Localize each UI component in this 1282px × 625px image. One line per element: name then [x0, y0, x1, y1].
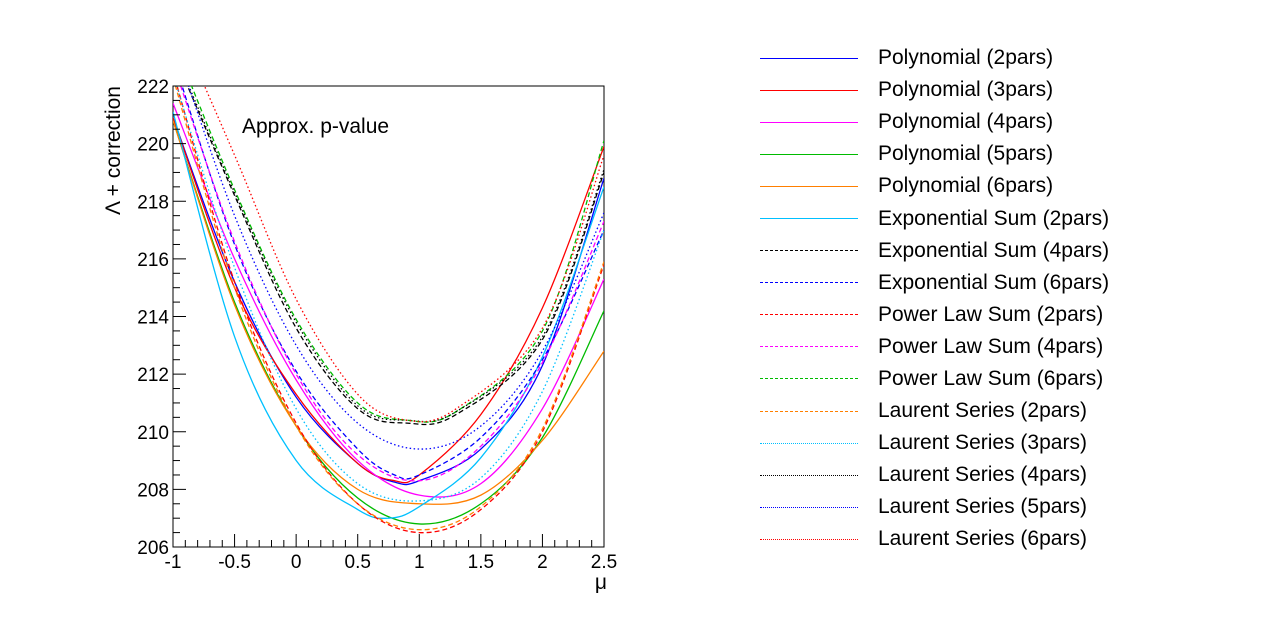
- series-line-9: [180, 86, 604, 482]
- legend-label: Laurent Series (3pars): [878, 431, 1087, 455]
- legend-swatch: [760, 89, 858, 91]
- legend-swatch: [760, 506, 858, 508]
- legend-item: Laurent Series (2pars): [760, 395, 1260, 427]
- legend-item: Exponential Sum (2pars): [760, 202, 1260, 234]
- series-line-7: [181, 86, 604, 480]
- legend-label: Polynomial (5pars): [878, 142, 1054, 166]
- y-tick-label: 218: [137, 192, 169, 213]
- legend-item: Exponential Sum (4pars): [760, 235, 1260, 267]
- legend-item: Laurent Series (3pars): [760, 427, 1260, 459]
- series-line-8: [176, 86, 604, 534]
- series-line-13: [188, 86, 604, 423]
- legend-label: Laurent Series (2pars): [878, 399, 1087, 423]
- legend-item: Power Law Sum (4pars): [760, 331, 1260, 363]
- legend-swatch: [760, 474, 858, 476]
- series-line-6: [186, 86, 604, 426]
- legend-swatch: [760, 121, 858, 123]
- legend-swatch: [760, 57, 858, 59]
- legend-label: Exponential Sum (2pars): [878, 206, 1110, 230]
- legend-swatch: [760, 250, 858, 252]
- legend-label: Polynomial (6pars): [878, 174, 1054, 198]
- series-line-4: [173, 120, 604, 505]
- legend-label: Laurent Series (5pars): [878, 495, 1087, 519]
- x-tick-label: 2: [537, 552, 548, 573]
- legend-swatch: [760, 314, 858, 316]
- legend-item: Polynomial (5pars): [760, 138, 1260, 170]
- series-line-2: [173, 103, 604, 498]
- series-line-5: [173, 111, 604, 520]
- legend-swatch: [760, 378, 858, 380]
- x-tick-label: 0.5: [345, 552, 371, 573]
- legend-swatch: [760, 346, 858, 348]
- series-line-1: [173, 117, 604, 484]
- x-tick-label: 0: [291, 552, 302, 573]
- legend-item: Laurent Series (6pars): [760, 523, 1260, 555]
- legend-swatch: [760, 442, 858, 444]
- series-line-14: [187, 86, 604, 450]
- legend-item: Exponential Sum (6pars): [760, 267, 1260, 299]
- legend: Polynomial (2pars) Polynomial (3pars) Poly…: [760, 42, 1260, 556]
- legend-item: Power Law Sum (6pars): [760, 363, 1260, 395]
- legend-label: Power Law Sum (6pars): [878, 366, 1104, 390]
- legend-label: Polynomial (2pars): [878, 46, 1054, 70]
- legend-item: Laurent Series (4pars): [760, 459, 1260, 491]
- legend-swatch: [760, 218, 858, 220]
- legend-label: Laurent Series (4pars): [878, 463, 1087, 487]
- legend-item: Polynomial (6pars): [760, 170, 1260, 202]
- legend-item: Polynomial (4pars): [760, 106, 1260, 138]
- y-tick-label: 208: [137, 480, 169, 501]
- x-tick-label: 1.5: [468, 552, 494, 573]
- y-tick-label: 222: [137, 77, 169, 98]
- legend-label: Polynomial (3pars): [878, 78, 1054, 102]
- y-tick-label: 206: [137, 538, 169, 559]
- series-line-3: [173, 120, 604, 525]
- x-tick-label: -1: [165, 552, 182, 573]
- chart-plot: -1 -0.5 0 0.5 1 1.5 2 2.5 206 208 210 212 214 216 218 2…: [102, 77, 617, 594]
- y-tick-label: 212: [137, 365, 169, 386]
- x-tick-label: -0.5: [218, 552, 251, 573]
- chart-annotation: Approx. p-value: [242, 115, 389, 138]
- x-tick-label: 1: [414, 552, 425, 573]
- legend-swatch: [760, 282, 858, 284]
- series-line-0: [173, 117, 604, 486]
- y-tick-label: 216: [137, 250, 169, 271]
- legend-swatch: [760, 185, 858, 187]
- legend-item: Laurent Series (5pars): [760, 491, 1260, 523]
- legend-label: Exponential Sum (6pars): [878, 270, 1110, 294]
- y-axis-label: Λ + correction: [102, 86, 125, 215]
- series-line-12: [175, 86, 604, 502]
- x-axis-label: μ: [595, 571, 607, 594]
- legend-item: Polynomial (3pars): [760, 74, 1260, 106]
- legend-item: Power Law Sum (2pars): [760, 299, 1260, 331]
- legend-label: Exponential Sum (4pars): [878, 238, 1110, 262]
- series-line-10: [190, 86, 604, 423]
- legend-label: Power Law Sum (4pars): [878, 334, 1104, 358]
- series-line-11: [174, 86, 604, 531]
- series-line-15: [203, 86, 604, 423]
- y-tick-label: 220: [137, 135, 169, 156]
- plot-frame: [172, 85, 605, 548]
- legend-label: Laurent Series (6pars): [878, 527, 1087, 551]
- legend-swatch: [760, 538, 858, 540]
- legend-label: Power Law Sum (2pars): [878, 302, 1104, 326]
- legend-swatch: [760, 410, 858, 412]
- legend-item: Polynomial (2pars): [760, 42, 1260, 74]
- y-tick-label: 210: [137, 423, 169, 444]
- legend-label: Polynomial (4pars): [878, 110, 1054, 134]
- x-tick-label: 2.5: [591, 552, 617, 573]
- y-tick-label: 214: [137, 308, 169, 329]
- legend-swatch: [760, 153, 858, 155]
